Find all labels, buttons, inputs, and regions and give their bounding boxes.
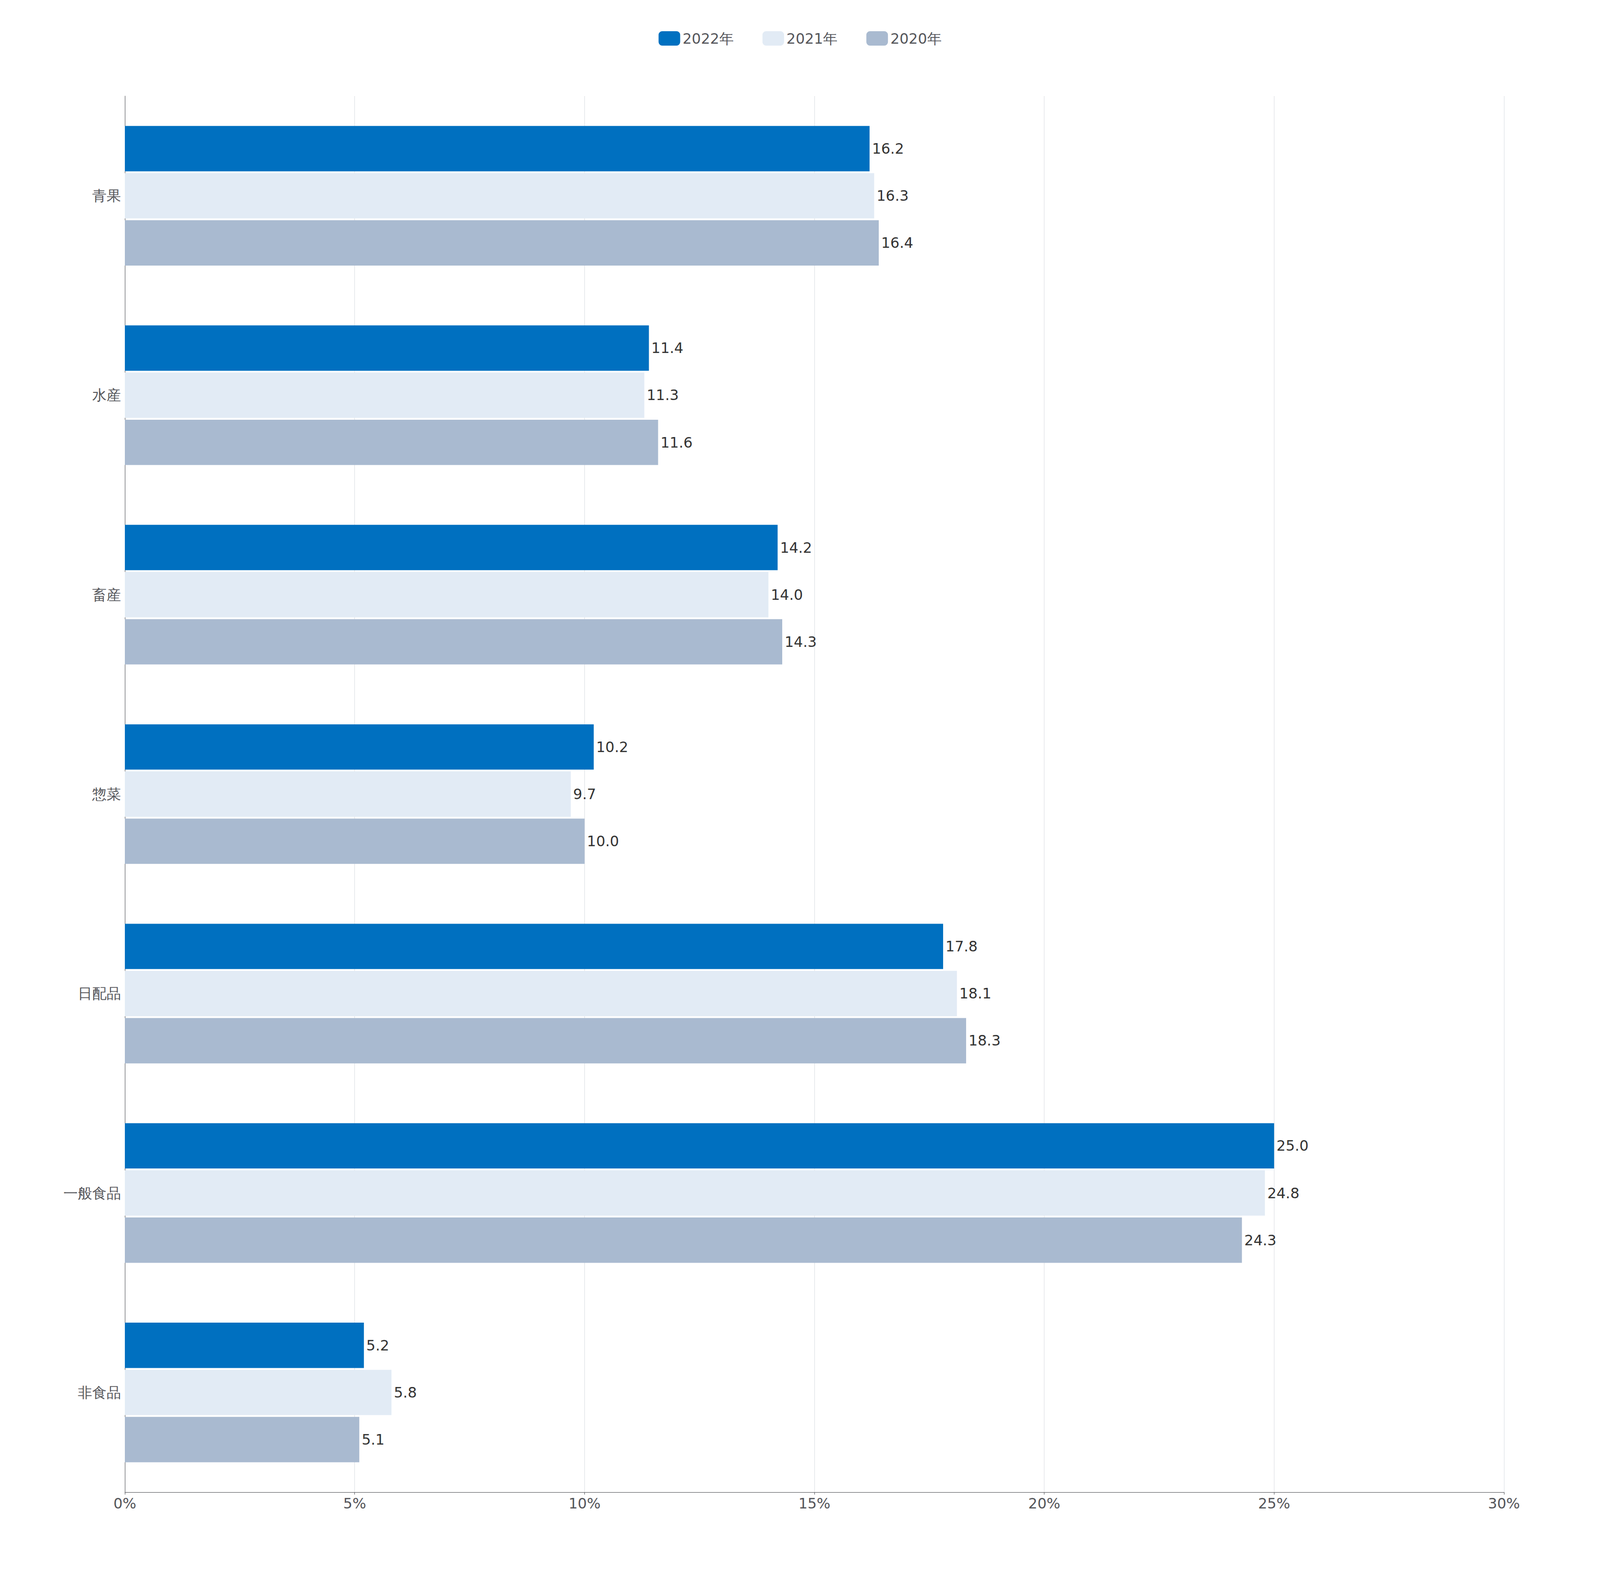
svg-text:2021年: 2021年 [786, 30, 838, 48]
svg-text:日配品: 日配品 [77, 984, 122, 1002]
svg-text:16.3: 16.3 [876, 187, 909, 205]
svg-text:18.1: 18.1 [959, 984, 992, 1002]
svg-text:5.2: 5.2 [366, 1336, 390, 1354]
svg-text:青果: 青果 [92, 187, 122, 205]
svg-text:14.3: 14.3 [784, 633, 817, 651]
svg-text:11.4: 11.4 [651, 339, 684, 357]
svg-text:25.0: 25.0 [1276, 1137, 1309, 1154]
svg-text:2020年: 2020年 [890, 30, 942, 48]
svg-text:16.2: 16.2 [872, 140, 905, 158]
svg-text:2022年: 2022年 [682, 30, 734, 48]
svg-text:11.6: 11.6 [660, 434, 693, 451]
svg-text:17.8: 17.8 [945, 937, 978, 955]
svg-text:5.8: 5.8 [393, 1383, 417, 1401]
svg-text:畜産: 畜産 [92, 586, 122, 604]
svg-text:水産: 水産 [92, 386, 122, 404]
svg-text:24.8: 24.8 [1267, 1184, 1300, 1202]
svg-text:10.0: 10.0 [586, 832, 619, 850]
svg-text:5%: 5% [343, 1494, 367, 1512]
svg-text:15%: 15% [798, 1494, 831, 1512]
svg-text:10%: 10% [568, 1494, 601, 1512]
svg-text:14.0: 14.0 [770, 586, 803, 604]
svg-text:5.1: 5.1 [361, 1430, 385, 1448]
svg-text:18.3: 18.3 [968, 1031, 1001, 1049]
svg-text:25%: 25% [1258, 1494, 1291, 1512]
svg-text:11.3: 11.3 [646, 386, 679, 404]
svg-text:30%: 30% [1488, 1494, 1521, 1512]
svg-text:14.2: 14.2 [779, 539, 813, 557]
svg-text:0%: 0% [113, 1494, 137, 1512]
svg-text:一般食品: 一般食品 [63, 1184, 122, 1202]
svg-text:16.4: 16.4 [881, 234, 914, 252]
svg-text:20%: 20% [1028, 1494, 1061, 1512]
svg-text:惣菜: 惣菜 [91, 785, 122, 803]
svg-text:9.7: 9.7 [573, 785, 597, 803]
svg-text:24.3: 24.3 [1244, 1231, 1277, 1249]
svg-text:10.2: 10.2 [595, 738, 629, 756]
svg-text:非食品: 非食品 [77, 1383, 122, 1401]
